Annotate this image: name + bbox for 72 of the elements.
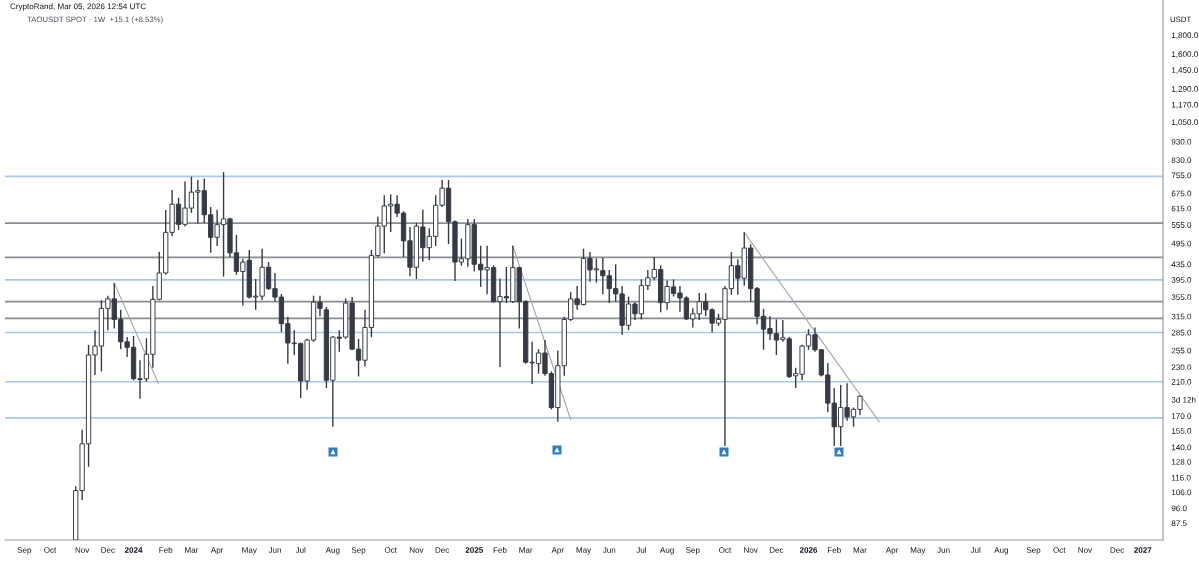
x-tick-label: Dec: [769, 547, 784, 553]
y-tick-label: 140.0: [1171, 444, 1192, 451]
x-tick-label: Oct: [1053, 547, 1066, 553]
y-tick-label: 675.0: [1171, 190, 1192, 197]
x-tick-label: Feb: [159, 546, 173, 553]
chart-title: CryptoRand, Mar 05, 2026 12:54 UTC: [10, 3, 146, 11]
y-tick-label: 615.0: [1171, 205, 1192, 212]
x-tick-label: Jul: [970, 546, 981, 553]
y-tick-label: 315.0: [1171, 313, 1192, 320]
y-tick-label: 155.0: [1171, 428, 1192, 434]
x-tick-label: Sep: [351, 547, 366, 555]
y-tick-label: 830.0: [1171, 157, 1192, 163]
x-tick-label: Feb: [493, 546, 507, 553]
x-tick-label: May: [242, 547, 257, 555]
x-tick-label: Jun: [602, 547, 616, 553]
y-tick-label: 1,800.0: [1171, 32, 1198, 39]
y-tick-label: 87.5: [1171, 520, 1187, 527]
y-tick-label: 106.0: [1171, 489, 1192, 496]
y-tick-label: 255.0: [1171, 347, 1192, 354]
y-tick-label: 230.0: [1171, 364, 1192, 371]
y-tick-label: 128.0: [1171, 458, 1192, 465]
x-tick-label: Nov: [1078, 547, 1093, 553]
x-tick-label: Nov: [409, 547, 424, 553]
y-tick-label: 395.0: [1171, 277, 1192, 283]
x-tick-label: Jun: [268, 547, 281, 553]
x-tick-label: Aug: [325, 547, 340, 555]
y-tick-label: 495.0: [1171, 240, 1192, 247]
y-tick-label: 1,450.0: [1171, 67, 1198, 74]
x-tick-label: Sep: [1026, 547, 1041, 555]
y-tick-label: 1,600.0: [1171, 51, 1198, 58]
y-tick-label: 3d 12h: [1171, 396, 1196, 403]
x-tick-label: Mar: [853, 547, 867, 553]
x-tick-label: Aug: [659, 547, 674, 555]
x-tick-label: May: [910, 547, 926, 555]
x-tick-label: 2025: [465, 547, 483, 553]
x-tick-label: Oct: [719, 547, 732, 553]
x-tick-label: Mar: [185, 547, 199, 553]
x-tick-label: Sep: [686, 547, 700, 555]
x-tick-label: Aug: [994, 547, 1009, 555]
x-tick-label: Dec: [435, 547, 450, 553]
x-tick-label: Apr: [885, 547, 899, 555]
x-tick-label: Jul: [295, 546, 306, 553]
x-tick-label: 2026: [799, 547, 818, 553]
x-tick-label: Dec: [1110, 547, 1125, 553]
x-tick-label: Nov: [75, 547, 90, 553]
x-tick-label: Apr: [551, 547, 564, 555]
y-tick-label: 1,050.0: [1171, 119, 1198, 126]
x-tick-label: Feb: [827, 546, 841, 553]
x-tick-label: Jul: [636, 546, 647, 553]
x-tick-label: Sep: [17, 547, 32, 555]
x-tick-label: Apr: [210, 547, 224, 555]
y-tick-label: 755.0: [1171, 172, 1192, 179]
x-tick-label: Nov: [744, 547, 758, 553]
y-tick-label: 930.0: [1171, 138, 1192, 145]
x-tick-label: 2024: [124, 547, 143, 553]
x-tick-label: Jun: [937, 547, 950, 553]
x-tick-label: May: [576, 547, 592, 555]
y-tick-label: 116.0: [1171, 474, 1191, 481]
x-tick-label: Dec: [101, 547, 115, 553]
x-tick-label: Oct: [384, 547, 397, 553]
y-tick-label: 170.0: [1171, 413, 1192, 419]
y-tick-label: 1,290.0: [1171, 86, 1198, 93]
x-tick-label: 2027: [1134, 547, 1152, 553]
y-tick-label: 435.0: [1171, 261, 1192, 268]
y-tick-label: 355.0: [1171, 294, 1192, 301]
y-tick-label: 555.0: [1171, 222, 1192, 228]
y-tick-label: 1,170.0: [1171, 101, 1198, 109]
x-tick-label: Mar: [519, 547, 533, 553]
y-tick-label: 210.0: [1171, 379, 1192, 385]
y-tick-label: 285.0: [1171, 329, 1192, 336]
y-tick-label: 96.0: [1171, 505, 1187, 512]
x-tick-label: Oct: [44, 547, 57, 553]
